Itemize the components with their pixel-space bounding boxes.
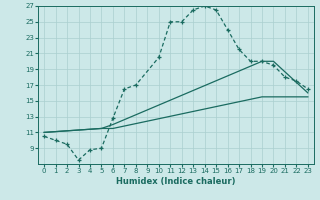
X-axis label: Humidex (Indice chaleur): Humidex (Indice chaleur) <box>116 177 236 186</box>
